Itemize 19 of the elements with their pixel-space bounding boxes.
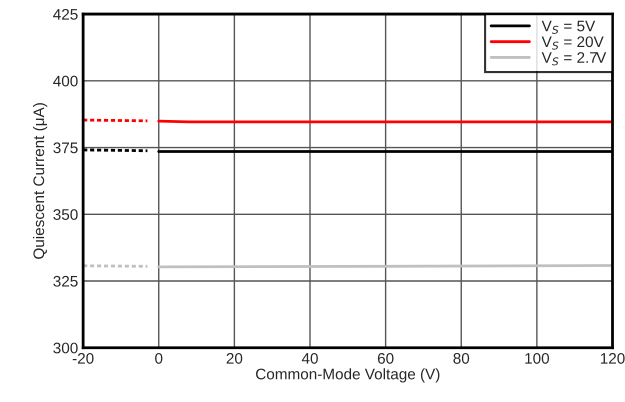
x-tick-label: 20 (226, 352, 242, 364)
y-tick-label: 325 (53, 276, 78, 287)
y-tick-label: 425 (53, 8, 78, 20)
x-tick-label: 100 (525, 352, 550, 364)
legend-label: V$_{S}$ = 5V (542, 20, 596, 34)
x-tick-label: 120 (600, 352, 625, 364)
x-tick-label: 40 (302, 352, 318, 364)
legend-label: V$_{S}$ = 20V (542, 36, 604, 50)
x-tick-label: 80 (453, 352, 470, 364)
x-tick-label: -20 (72, 352, 94, 364)
y-tick-label: 375 (53, 142, 78, 154)
x-tick-label: 0 (155, 352, 162, 364)
y-axis-title: Quiescent Current (μA) (32, 103, 48, 259)
y-tick-label: 350 (53, 209, 78, 220)
x-tick-label: 60 (378, 352, 394, 364)
y-tick-label: 400 (53, 76, 78, 86)
x-axis-title: Common-Mode Voltage (V) (256, 368, 440, 382)
y-tick-label: 300 (53, 342, 78, 354)
legend-label: V$_{S}$ = 2.7V (542, 52, 606, 66)
